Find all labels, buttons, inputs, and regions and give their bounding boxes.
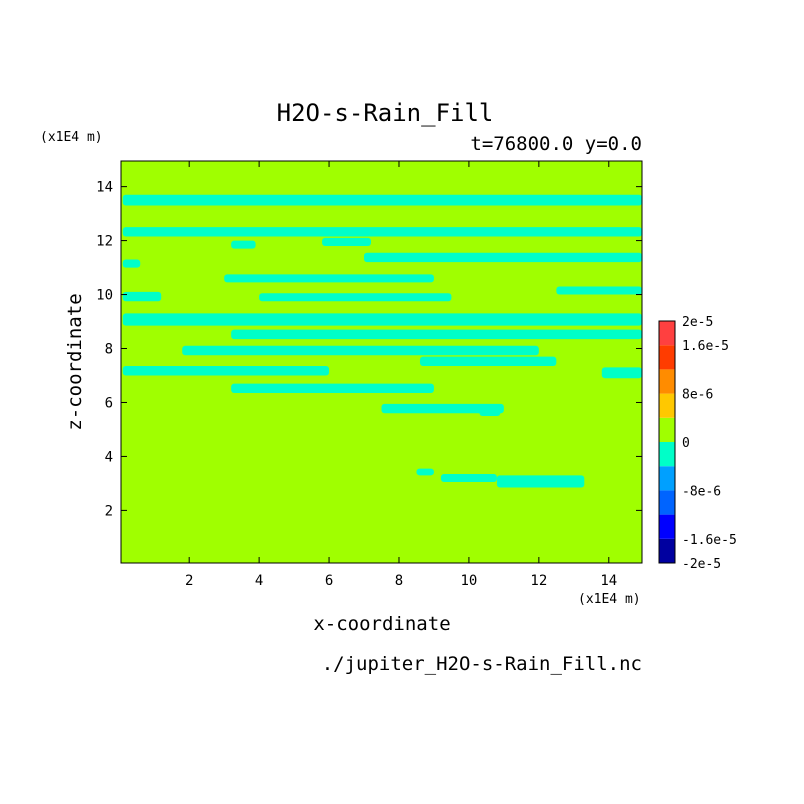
source-file-label: ./jupiter_H2O-s-Rain_Fill.nc (322, 653, 642, 675)
colorbar-level (659, 490, 675, 515)
negative-region (364, 252, 642, 263)
y-axis-ticks: 2 4 6 8 10 12 14 (96, 180, 642, 519)
plot-frame (120, 160, 643, 564)
colorbar-frame (658, 320, 676, 564)
colorbar-tick-label: 8e-6 (682, 388, 713, 403)
y-axis-label: z-coordinate (64, 293, 86, 430)
y-tick-label: 4 (105, 449, 113, 465)
colorbar-level (659, 345, 675, 370)
colorbar-level (659, 514, 675, 539)
chart-title: H2O-s-Rain_Fill (277, 99, 494, 127)
plot-area (120, 160, 643, 564)
colorbar-tick-label: -2e-5 (682, 557, 721, 572)
negative-region (556, 286, 642, 295)
negative-region (259, 293, 452, 302)
x-unit-label: (x1E4 m) (578, 592, 641, 607)
negative-region (601, 367, 642, 379)
x-tick-label: 14 (600, 573, 617, 589)
negative-region (231, 240, 256, 249)
x-tick-label: 8 (395, 573, 403, 589)
negative-region (122, 366, 330, 376)
negative-region (182, 345, 539, 356)
y-tick-label: 2 (105, 503, 113, 519)
colorbar-tick-label: 2e-5 (682, 315, 713, 330)
colorbar-level (659, 417, 675, 442)
negative-region (122, 291, 162, 302)
negative-region (479, 406, 501, 416)
x-tick-label: 10 (460, 573, 477, 589)
negative-region (122, 194, 643, 206)
colorbar-level (659, 369, 675, 394)
negative-region (416, 468, 434, 476)
field-background (121, 161, 642, 563)
colorbar-level (659, 393, 675, 418)
negative-region (122, 313, 643, 326)
negative-region (419, 356, 557, 367)
negative-region (231, 329, 643, 340)
colorbar-level (659, 442, 675, 467)
colorbar-tick-label: 0 (682, 436, 690, 451)
y-tick-label: 14 (96, 180, 113, 196)
negative-region (322, 237, 372, 246)
colorbar-tick-label: 1.6e-5 (682, 339, 729, 354)
y-tick-label: 6 (105, 395, 113, 411)
colorbar-tick-label: -8e-6 (682, 484, 721, 499)
y-unit-label: (x1E4 m) (40, 130, 103, 145)
negative-region (231, 383, 434, 394)
negative-region (224, 274, 434, 283)
chart-subtitle: t=76800.0 y=0.0 (470, 133, 642, 155)
x-axis-ticks: 2 4 6 8 10 12 14 (185, 161, 617, 589)
negative-region (496, 475, 585, 488)
x-tick-label: 4 (255, 573, 263, 589)
colorbar-tick-label: -1.6e-5 (682, 533, 737, 548)
colorbar-level (659, 321, 675, 346)
y-tick-label: 8 (105, 342, 113, 358)
negative-region (440, 473, 497, 483)
y-tick-label: 12 (96, 234, 113, 250)
y-tick-label: 10 (96, 288, 113, 304)
x-tick-label: 12 (530, 573, 547, 589)
x-tick-label: 2 (185, 573, 193, 589)
colorbar-level (659, 538, 675, 563)
negative-region (122, 227, 643, 237)
x-axis-label: x-coordinate (313, 613, 450, 635)
negative-region (381, 403, 504, 414)
x-tick-label: 6 (325, 573, 333, 589)
colorbar-level (659, 466, 675, 491)
colorbar: 2e-5 1.6e-5 8e-6 0 -8e-6 -1.6e-5 -2e-5 (658, 315, 737, 572)
negative-region (122, 259, 141, 268)
